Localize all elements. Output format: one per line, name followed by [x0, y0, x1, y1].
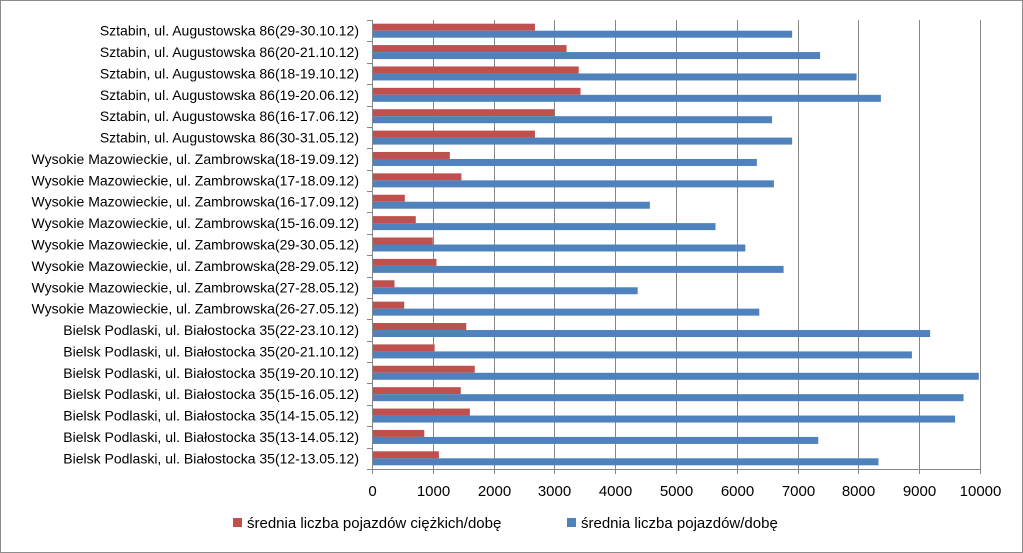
bar-all-vehicles: [373, 158, 757, 166]
bar-all-vehicles: [373, 94, 881, 102]
x-tick-label: 1000: [417, 483, 450, 500]
axes: [367, 20, 981, 474]
x-tick-label: 9000: [903, 483, 936, 500]
bar-heavy-vehicles: [373, 216, 416, 224]
category-label: Wysokie Mazowieckie, ul. Zambrowska(16-1…: [32, 194, 359, 210]
bar-heavy-vehicles: [373, 109, 555, 117]
category-label: Bielsk Podlaski, ul. Białostocka 35(20-2…: [63, 343, 359, 359]
category-label: Wysokie Mazowieckie, ul. Zambrowska(15-1…: [32, 215, 359, 231]
bar-all-vehicles: [373, 308, 760, 316]
category-label: Sztabin, ul. Augustowska 86(29-30.10.12): [100, 23, 359, 39]
bar-heavy-vehicles: [373, 280, 395, 288]
x-tick-label: 5000: [660, 483, 693, 500]
bar-heavy-vehicles: [373, 258, 437, 266]
bar-heavy-vehicles: [373, 408, 470, 416]
bar-all-vehicles: [373, 137, 793, 145]
bar-heavy-vehicles: [373, 173, 462, 181]
bars: [373, 23, 979, 466]
category-label: Wysokie Mazowieckie, ul. Zambrowska(27-2…: [32, 279, 359, 295]
bar-all-vehicles: [373, 351, 912, 359]
bar-all-vehicles: [373, 180, 774, 188]
category-label: Wysokie Mazowieckie, ul. Zambrowska(29-3…: [32, 237, 359, 253]
bar-all-vehicles: [373, 201, 650, 209]
bar-heavy-vehicles: [373, 151, 450, 159]
legend-swatch-all-vehicles: [567, 518, 576, 527]
category-label: Wysokie Mazowieckie, ul. Zambrowska(17-1…: [32, 172, 359, 188]
bar-all-vehicles: [373, 372, 979, 380]
bar-heavy-vehicles: [373, 130, 535, 138]
bar-heavy-vehicles: [373, 194, 405, 202]
category-label: Sztabin, ul. Augustowska 86(16-17.06.12): [100, 108, 359, 124]
bar-heavy-vehicles: [373, 365, 475, 373]
category-label: Wysokie Mazowieckie, ul. Zambrowska(28-2…: [32, 258, 359, 274]
x-tick-label: 2000: [478, 483, 511, 500]
category-labels: Sztabin, ul. Augustowska 86(29-30.10.12)…: [32, 23, 359, 467]
bar-all-vehicles: [373, 116, 773, 124]
x-tick-label: 4000: [599, 483, 632, 500]
x-tick-label: 8000: [842, 483, 875, 500]
bar-all-vehicles: [373, 436, 819, 444]
category-label: Sztabin, ul. Augustowska 86(18-19.10.12): [100, 65, 359, 81]
bar-heavy-vehicles: [373, 344, 435, 352]
category-label: Wysokie Mazowieckie, ul. Zambrowska(18-1…: [32, 151, 359, 167]
legend-label-heavy-vehicles: średnia liczba pojazdów ciężkich/dobę: [247, 515, 501, 532]
bar-heavy-vehicles: [373, 87, 581, 95]
category-label: Sztabin, ul. Augustowska 86(20-21.10.12): [100, 44, 359, 60]
bar-heavy-vehicles: [373, 323, 467, 331]
category-label: Bielsk Podlaski, ul. Białostocka 35(12-1…: [63, 450, 359, 466]
bar-heavy-vehicles: [373, 301, 405, 309]
bar-all-vehicles: [373, 244, 746, 252]
bar-all-vehicles: [373, 287, 638, 295]
bar-heavy-vehicles: [373, 45, 567, 53]
category-label: Sztabin, ul. Augustowska 86(19-20.06.12): [100, 87, 359, 103]
bar-heavy-vehicles: [373, 387, 461, 395]
bar-all-vehicles: [373, 223, 716, 231]
category-label: Bielsk Podlaski, ul. Białostocka 35(22-2…: [63, 322, 359, 338]
bar-heavy-vehicles: [373, 237, 433, 245]
legend-swatch-heavy-vehicles: [233, 518, 242, 527]
bar-all-vehicles: [373, 52, 821, 60]
category-label: Bielsk Podlaski, ul. Białostocka 35(19-2…: [63, 365, 359, 381]
legend-label-all-vehicles: średnia liczba pojazdów/dobę: [581, 515, 778, 532]
bar-all-vehicles: [373, 73, 857, 81]
bar-all-vehicles: [373, 458, 879, 466]
x-tick-label: 3000: [538, 483, 571, 500]
bar-heavy-vehicles: [373, 429, 425, 437]
x-tick-label: 7000: [782, 483, 815, 500]
bar-heavy-vehicles: [373, 23, 535, 31]
x-tick-labels: 0 1000 2000 3000 4000 5000 6000 7000 8000 9000 100…: [368, 483, 1001, 500]
legend: średnia liczba pojazdów ciężkich/dobę śr…: [233, 515, 778, 532]
bar-heavy-vehicles: [373, 451, 439, 459]
bar-all-vehicles: [373, 394, 964, 402]
bar-heavy-vehicles: [373, 66, 579, 74]
x-tick-label: 0: [368, 483, 376, 500]
bar-all-vehicles: [373, 265, 784, 273]
x-tick-label: 6000: [721, 483, 754, 500]
category-label: Bielsk Podlaski, ul. Białostocka 35(14-1…: [63, 408, 359, 424]
category-label: Bielsk Podlaski, ul. Białostocka 35(13-1…: [63, 429, 359, 445]
category-label: Wysokie Mazowieckie, ul. Zambrowska(26-2…: [32, 301, 359, 317]
category-label: Bielsk Podlaski, ul. Białostocka 35(15-1…: [63, 386, 359, 402]
bar-all-vehicles: [373, 30, 793, 38]
category-label: Sztabin, ul. Augustowska 86(30-31.05.12): [100, 130, 359, 146]
bar-all-vehicles: [373, 415, 956, 423]
bar-all-vehicles: [373, 330, 931, 338]
x-tick-label: 10000: [960, 483, 1002, 500]
